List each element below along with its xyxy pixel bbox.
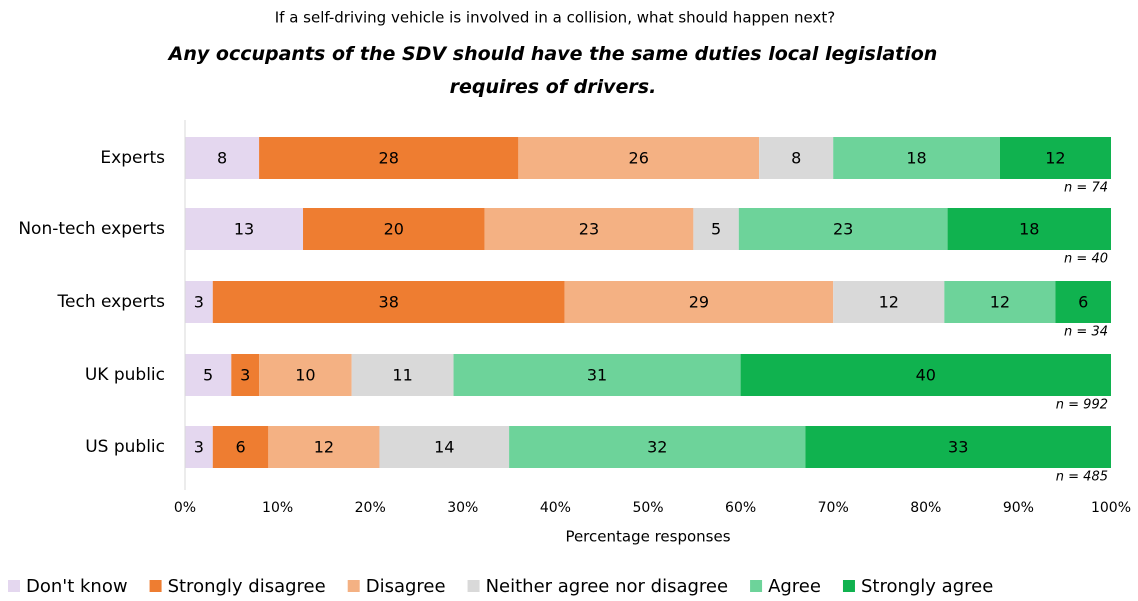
- annotation: n = 34: [1064, 325, 1108, 340]
- chart-title: If a self-driving vehicle is involved in…: [275, 9, 836, 27]
- data-label: 10: [295, 366, 315, 385]
- x-tick-label: 80%: [910, 500, 941, 516]
- bar-segment: [999, 137, 1111, 179]
- bar-segment: [351, 354, 454, 396]
- bar-segment: [509, 426, 806, 468]
- data-label: 3: [240, 366, 250, 385]
- data-label: 23: [579, 220, 599, 239]
- bar-segment: [185, 426, 213, 468]
- data-label: 28: [379, 149, 399, 168]
- data-label: 3: [194, 293, 204, 312]
- bar-segment: [259, 354, 352, 396]
- bar-segment: [1055, 281, 1111, 323]
- bar-segment: [738, 208, 948, 250]
- x-axis-label: Percentage responses: [565, 528, 730, 546]
- bar-segment: [564, 281, 834, 323]
- bar-segment: [185, 354, 232, 396]
- legend-swatch: [842, 580, 855, 592]
- data-label: 5: [711, 220, 721, 239]
- bar-segment: [231, 354, 260, 396]
- data-label: 23: [833, 220, 853, 239]
- legend-swatch: [8, 580, 20, 592]
- bar-segment: [185, 281, 213, 323]
- x-tick-label: 0%: [174, 500, 196, 516]
- data-label: 14: [434, 438, 454, 457]
- data-label: 12: [990, 293, 1010, 312]
- bar-segment: [944, 281, 1056, 323]
- x-tick-label: 20%: [355, 500, 386, 516]
- y-tick-label: Experts: [100, 148, 165, 168]
- bar-segment: [833, 137, 1000, 179]
- bar-segment: [303, 208, 485, 250]
- legend-label: Don't know: [26, 576, 128, 597]
- bar-segment: [453, 354, 741, 396]
- bar-segment: [185, 208, 304, 250]
- bar-segment: [740, 354, 1111, 396]
- bar-segment: [518, 137, 760, 179]
- data-label: 33: [948, 438, 968, 457]
- legend-swatch: [347, 580, 360, 592]
- y-tick-label: Non-tech experts: [18, 219, 165, 239]
- data-label: 26: [629, 149, 649, 168]
- bar-segment: [185, 137, 260, 179]
- bar-segment: [947, 208, 1111, 250]
- bar-segment: [212, 426, 269, 468]
- data-label: 31: [587, 366, 607, 385]
- x-tick-label: 90%: [1003, 500, 1034, 516]
- bar-segment: [212, 281, 565, 323]
- legend-label: Neither agree nor disagree: [486, 576, 729, 597]
- legend-swatch: [149, 580, 162, 592]
- data-label: 12: [314, 438, 334, 457]
- data-label: 3: [194, 438, 204, 457]
- data-label: 18: [1019, 220, 1039, 239]
- x-tick-label: 40%: [540, 500, 571, 516]
- data-label: 29: [689, 293, 709, 312]
- chart-subtitle: Any occupants of the SDV should have the…: [168, 43, 938, 98]
- x-tick-label: 60%: [725, 500, 756, 516]
- data-label: 12: [879, 293, 899, 312]
- data-label: 8: [217, 149, 227, 168]
- bar-segment: [484, 208, 694, 250]
- data-label: 11: [392, 366, 412, 385]
- data-label: 6: [1078, 293, 1088, 312]
- annotation: n = 485: [1056, 470, 1108, 485]
- data-label: 32: [647, 438, 667, 457]
- x-tick-label: 100%: [1091, 500, 1131, 516]
- y-tick-label: Tech experts: [57, 292, 166, 312]
- data-label: 38: [379, 293, 399, 312]
- legend-swatch: [467, 580, 480, 592]
- x-tick-label: 10%: [262, 500, 293, 516]
- bar-segment: [268, 426, 380, 468]
- legend-label: Disagree: [366, 576, 446, 597]
- x-tick-label: 50%: [632, 500, 663, 516]
- data-label: 13: [234, 220, 254, 239]
- legend-label: Strongly disagree: [168, 576, 326, 597]
- legend-label: Strongly agree: [861, 576, 993, 597]
- annotation: n = 992: [1056, 398, 1108, 413]
- x-tick-label: 70%: [818, 500, 849, 516]
- annotation: n = 74: [1064, 181, 1108, 196]
- bar-segment: [379, 426, 510, 468]
- data-label: 6: [235, 438, 245, 457]
- annotation: n = 40: [1064, 252, 1108, 267]
- bar-segment: [759, 137, 834, 179]
- legend-swatch: [750, 580, 763, 592]
- bar-segment: [259, 137, 519, 179]
- bar-segment: [805, 426, 1111, 468]
- y-tick-label: UK public: [85, 365, 165, 385]
- data-label: 12: [1045, 149, 1065, 168]
- data-label: 8: [791, 149, 801, 168]
- data-label: 5: [203, 366, 213, 385]
- data-label: 20: [384, 220, 404, 239]
- legend-label: Agree: [768, 576, 821, 597]
- data-label: 18: [906, 149, 926, 168]
- bar-segment: [693, 208, 739, 250]
- bar-segment: [833, 281, 945, 323]
- y-tick-label: US public: [85, 437, 165, 457]
- x-tick-label: 30%: [447, 500, 478, 516]
- data-label: 40: [916, 366, 936, 385]
